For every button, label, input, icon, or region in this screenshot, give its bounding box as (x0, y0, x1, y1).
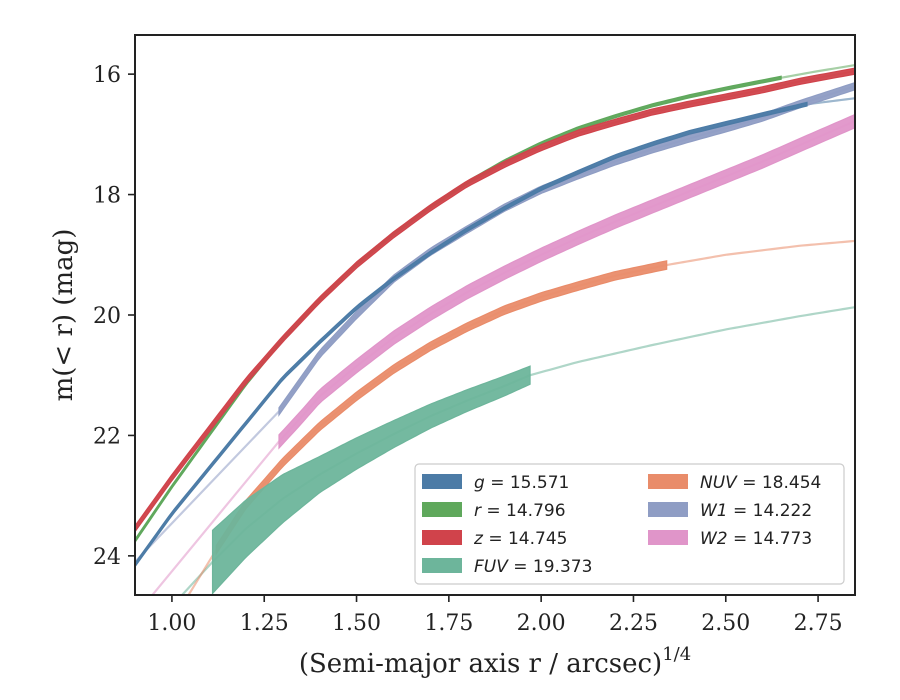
series-band-nuv (215, 260, 668, 557)
legend-swatch-r (422, 502, 462, 517)
x-tick-label: 2.50 (701, 611, 750, 636)
series-band-fuv (211, 365, 531, 595)
x-tick-label: 1.75 (424, 611, 473, 636)
x-axis-label-superscript: 1/4 (662, 644, 691, 665)
legend-label-r: r = 14.796 (474, 501, 566, 521)
series-band-w2 (278, 113, 855, 450)
legend: g = 15.571 r = 14.796 z = 14.745 FUV = 19.3… (414, 463, 845, 585)
legend-swatch-z (422, 530, 462, 545)
x-axis-label: (Semi-major axis r / arcsec)1/4 (299, 644, 691, 679)
y-tick-label: 16 (93, 63, 121, 88)
legend-swatch-w1 (648, 502, 688, 517)
x-tick-label: 1.00 (147, 611, 196, 636)
legend-label-w2: W2 = 14.773 (700, 529, 812, 549)
legend-label-g: g = 15.571 (474, 473, 569, 493)
series-layer (135, 64, 855, 595)
ticks-layer: 1.00 1.25 1.50 1.75 2.00 2.25 2.50 2.75 16 18 20 22… (93, 63, 843, 636)
legend-label-w1: W1 = 14.222 (700, 501, 812, 521)
legend-label-fuv: FUV = 19.373 (474, 557, 592, 577)
legend-label-z: z = 14.745 (473, 529, 567, 549)
x-tick-label: 1.25 (240, 611, 289, 636)
x-tick-label: 2.25 (609, 611, 658, 636)
y-tick-label: 24 (93, 545, 121, 570)
x-tick-label: 1.50 (332, 611, 381, 636)
series-band-w1 (278, 81, 855, 417)
x-tick-label: 2.75 (794, 611, 843, 636)
legend-swatch-nuv (648, 474, 688, 489)
series-band-z (135, 67, 855, 533)
series-band-g (135, 101, 808, 568)
legend-box (414, 463, 845, 585)
x-tick-label: 2.00 (517, 611, 566, 636)
legend-swatch-fuv (422, 558, 462, 573)
legend-swatch-g (422, 474, 462, 489)
legend-swatch-w2 (648, 530, 688, 545)
legend-label-nuv: NUV = 18.454 (700, 473, 821, 493)
y-tick-label: 18 (93, 184, 121, 209)
y-tick-label: 20 (93, 304, 121, 329)
y-axis-label: m(< r) (mag) (49, 229, 79, 402)
y-tick-label: 22 (93, 424, 121, 449)
